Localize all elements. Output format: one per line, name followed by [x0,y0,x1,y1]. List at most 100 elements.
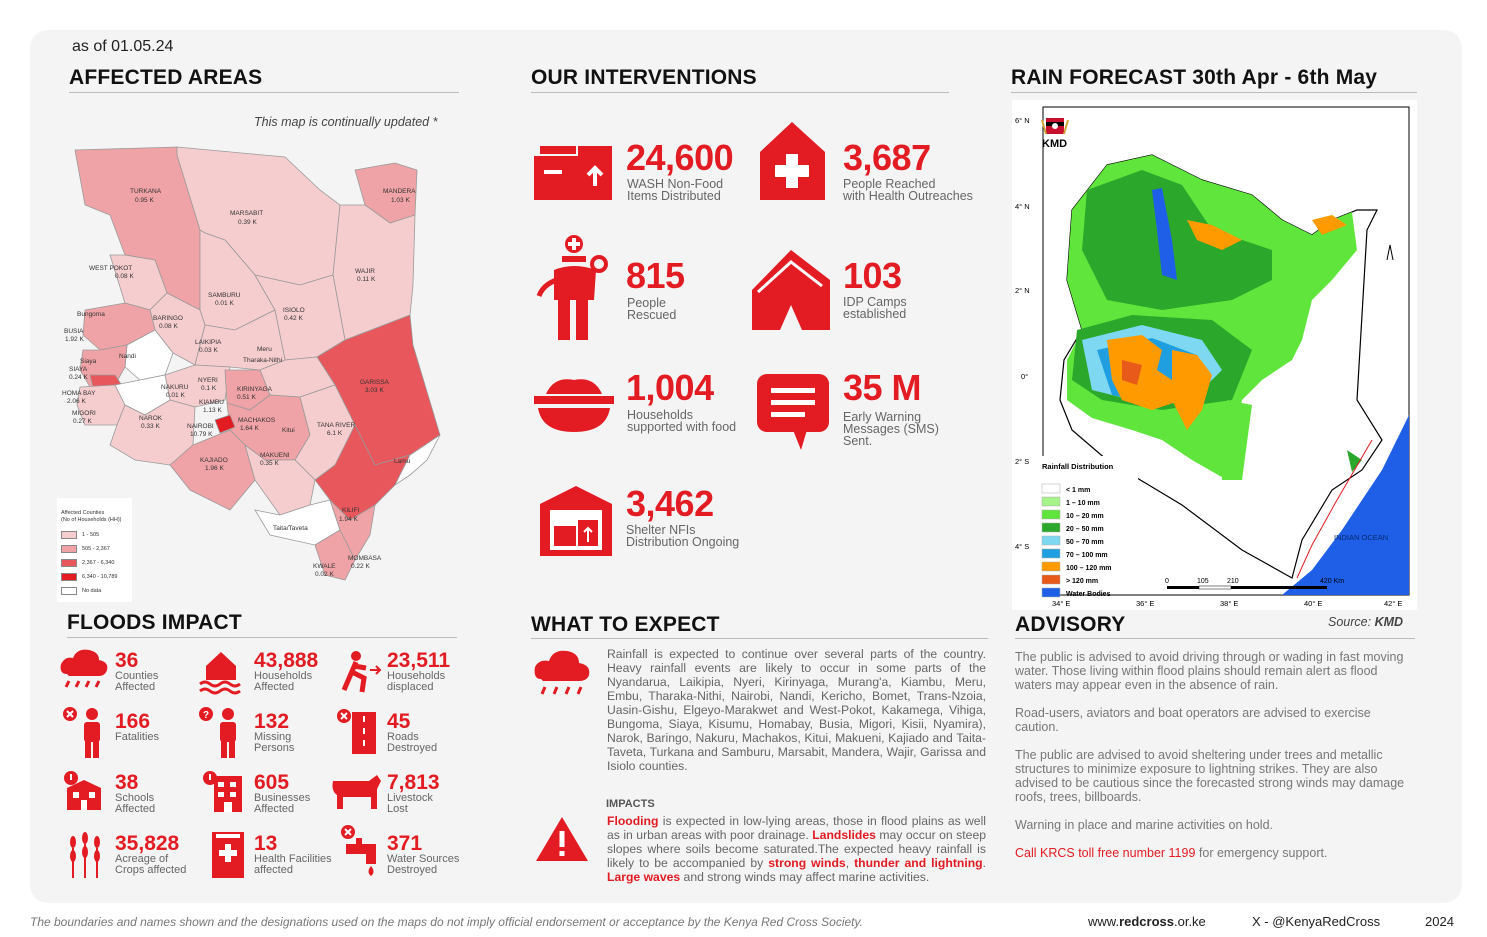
legend-swatch [61,587,77,595]
svg-text:Bungoma: Bungoma [77,311,105,318]
heavy-rain-icon [534,650,590,695]
svg-text:1.94 K: 1.94 K [339,516,358,523]
svg-text:0.95 K: 0.95 K [135,197,154,204]
svg-text:105: 105 [1197,578,1209,585]
rainfall-legend-swatch [1041,561,1061,572]
svg-text:Siaya: Siaya [80,358,97,365]
advisory-tollfree: Call KRCS toll free number 1199 for emer… [1015,846,1410,860]
svg-text:Nandi: Nandi [119,353,136,360]
kmd-coat-of-arms-icon [1041,118,1069,135]
svg-text:210: 210 [1227,578,1239,585]
intervention-value: 815 [626,255,685,296]
website-link[interactable]: www.redcross.or.ke [1088,914,1206,929]
svg-text:SIAYA: SIAYA [69,366,88,373]
svg-text:0°: 0° [1021,372,1028,381]
svg-text:0.08 K: 0.08 K [115,273,134,280]
svg-text:Taita/Taveta: Taita/Taveta [273,525,308,532]
svg-text:SAMBURU: SAMBURU [208,292,241,299]
svg-text:0.42 K: 0.42 K [284,315,303,322]
affected-counties-map: TURKANA 0.95 K MARSABIT 0.39 K MANDERA 1.03… [62,146,441,581]
rainfall-legend-swatch [1041,483,1061,494]
svg-text:KIAMBU: KIAMBU [199,399,224,406]
impacts-text-run: , [845,856,855,870]
intervention-label: Households supported with food [627,408,737,434]
impact-value: 13 [254,832,278,855]
svg-text:Kitui: Kitui [282,427,295,434]
fatality-icon [63,707,100,758]
rainfall-legend-swatch [1041,587,1061,598]
impacts-text-run: Flooding [607,814,659,828]
rainfall-legend-label: 100 – 120 mm [1066,565,1112,572]
rainfall-legend-label: < 1 mm [1066,487,1090,494]
wash-nfi-icon [534,146,612,200]
impact-label: Schools Affected [115,792,156,815]
footer-year: 2024 [1425,914,1454,929]
tollfree-number[interactable]: Call KRCS toll free number 1199 [1015,846,1196,860]
svg-text:1.64 K: 1.64 K [240,425,259,432]
impact-label: Water Sources Destroyed [387,853,460,876]
svg-text:HOMA BAY: HOMA BAY [62,390,96,397]
svg-text:MIGORI: MIGORI [72,410,96,417]
rainfall-legend-label: 50 – 70 mm [1066,539,1104,546]
rainfall-legend-swatch [1041,574,1061,585]
svg-text:GARISSA: GARISSA [360,379,390,386]
impact-value: 38 [115,771,139,794]
advisory-title: ADVISORY [1015,613,1126,636]
impact-label: Households displaced [387,670,446,693]
impacts-text-run: thunder and lightning [854,856,983,870]
svg-text:0.27 K: 0.27 K [73,418,92,425]
svg-text:NAIROBI: NAIROBI [187,423,214,430]
intervention-value: 3,687 [843,137,931,178]
svg-text:NAKURU: NAKURU [161,384,189,391]
svg-text:MAKUENI: MAKUENI [260,452,290,459]
svg-text:36° E: 36° E [1136,599,1154,608]
svg-text:34° E: 34° E [1052,599,1070,608]
business-icon [203,771,242,812]
livestock-icon [332,775,381,809]
svg-text:KILIFI: KILIFI [342,507,360,514]
impact-value: 371 [387,832,423,855]
svg-text:MOMBASA: MOMBASA [348,555,382,562]
svg-text:KIRINYAGA: KIRINYAGA [237,386,273,393]
advisory-paragraph: Road-users, aviators and boat operators … [1015,706,1371,734]
svg-text:10.79 K: 10.79 K [190,431,213,438]
affected-areas-title: AFFECTED AREAS [69,66,263,89]
rainfall-legend-label: 70 – 100 mm [1066,552,1108,559]
impact-label: Counties Affected [115,670,159,693]
svg-text:NAROK: NAROK [139,415,163,422]
rainfall-legend-swatch [1041,535,1061,546]
legend-swatch [61,531,77,539]
svg-text:1.96 K: 1.96 K [205,465,224,472]
svg-text:1.13 K: 1.13 K [203,407,222,414]
svg-text:0.39 K: 0.39 K [238,219,257,226]
sms-icon [757,374,829,450]
svg-text:ISIOLO: ISIOLO [283,307,305,314]
svg-text:0.02 K: 0.02 K [315,571,334,578]
food-bowl-icon [534,379,614,432]
map-legend-item: 2,367 - 6,340 [61,556,132,570]
rainfall-legend-swatch [1041,509,1061,520]
impact-value: 35,828 [115,832,180,855]
tollfree-tail: for emergency support. [1195,846,1328,860]
social-handle[interactable]: X - @KenyaRedCross [1252,914,1381,929]
rainfall-legend-label: 10 – 20 mm [1066,513,1104,520]
impacts-text-run: and strong winds may affect marine activ… [680,870,930,884]
intervention-label: WASH Non-Food Items Distributed [627,177,724,203]
svg-text:KMD: KMD [1042,138,1067,150]
svg-text:0.11 K: 0.11 K [357,276,376,283]
map-note: This map is continually updated * [254,115,438,129]
map-legend-item: 6,340 - 10,789 [61,570,132,584]
legend-label: 6,340 - 10,789 [82,574,118,580]
svg-text:Meru: Meru [257,346,272,353]
svg-text:INDIAN OCEAN: INDIAN OCEAN [1334,533,1388,542]
impact-label: Livestock Lost [387,792,433,815]
svg-text:6.1 K: 6.1 K [327,430,343,437]
impacts-text-run: Landslides [812,828,876,842]
forecast-source: Source: KMD [1328,615,1404,629]
intervention-label: Early Warning Messages (SMS) Sent. [843,410,939,448]
rainfall-legend-swatch [1041,548,1061,559]
impacts-text-run: Large waves [607,870,681,884]
disclaimer: The boundaries and names shown and the d… [30,915,863,929]
svg-text:Tharaka-Nithi: Tharaka-Nithi [243,357,282,364]
impact-value: 45 [387,710,411,733]
